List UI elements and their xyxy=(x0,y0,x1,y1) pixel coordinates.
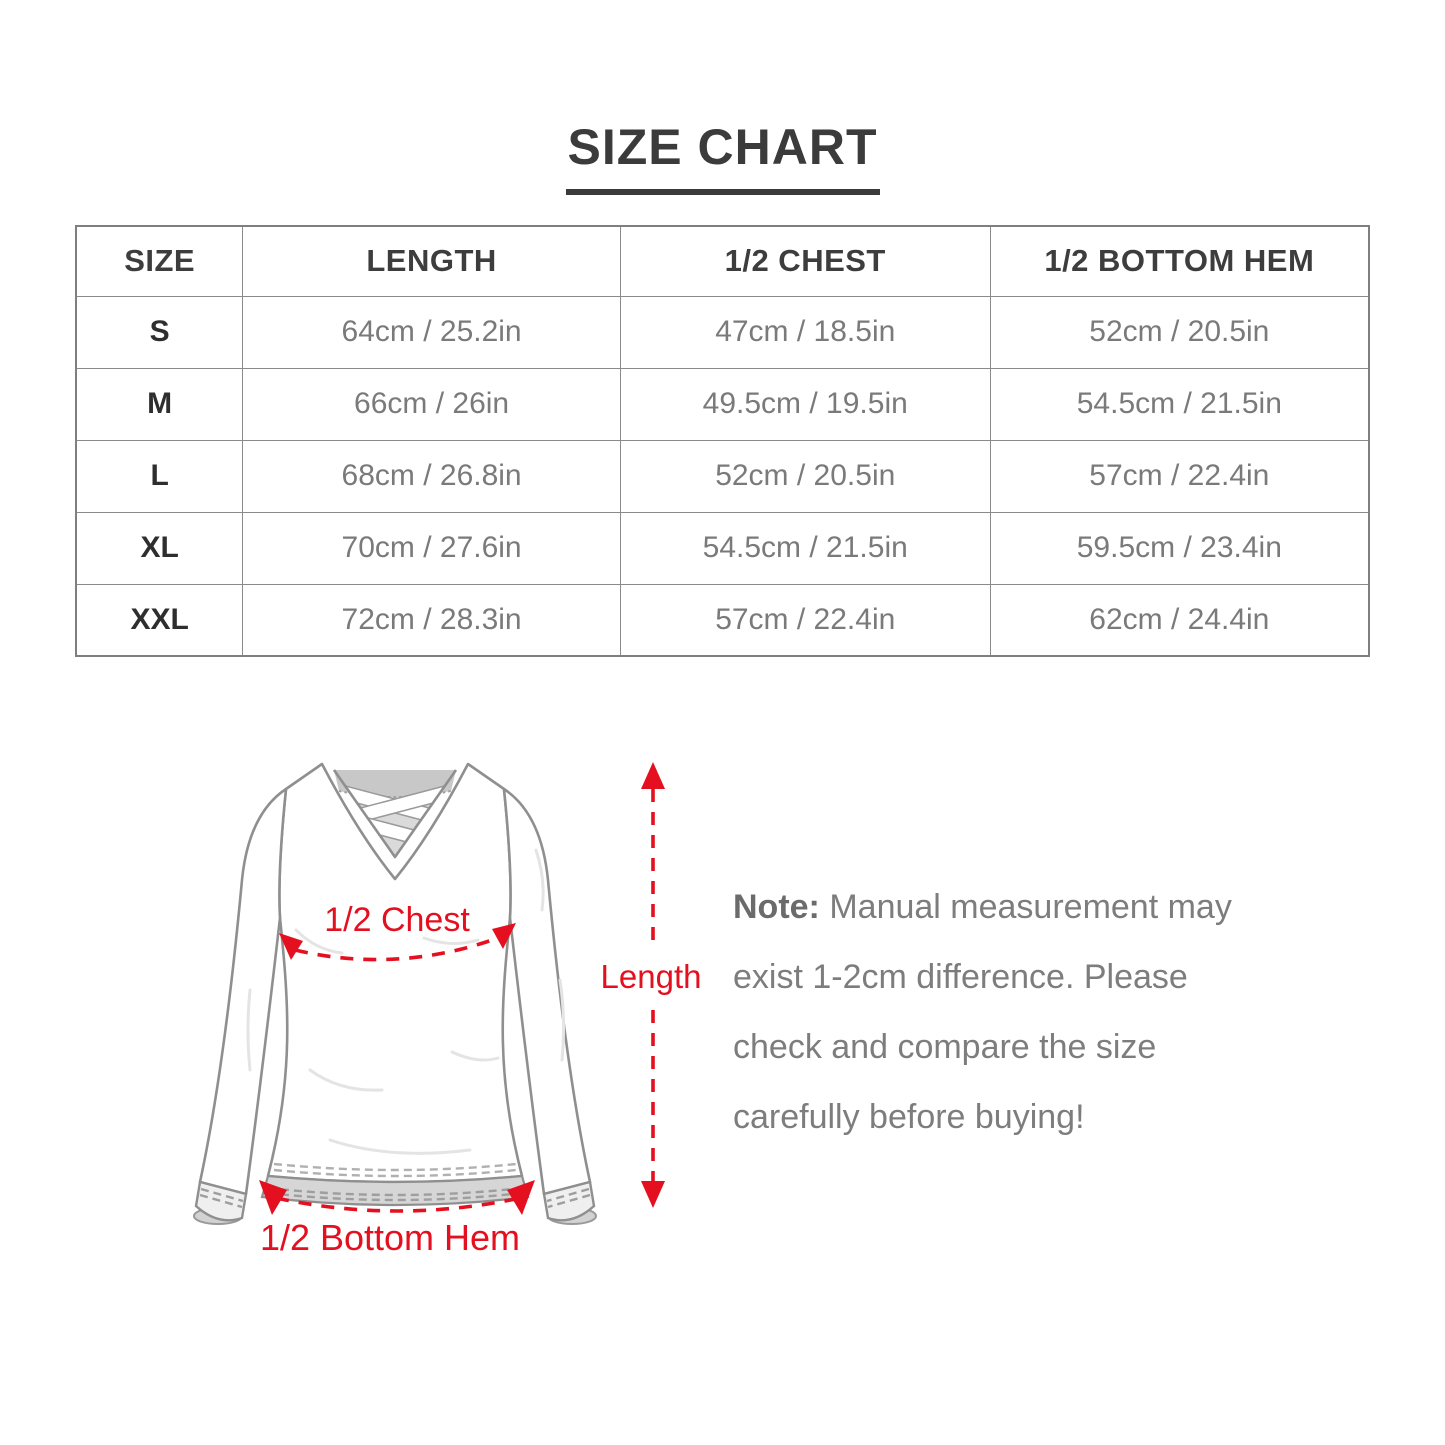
header-row: SIZE LENGTH 1/2 CHEST 1/2 BOTTOM HEM xyxy=(75,225,1370,297)
cell-length: 70cm / 27.6in xyxy=(242,511,621,585)
cell-hem: 52cm / 20.5in xyxy=(989,295,1370,369)
cell-size: L xyxy=(75,439,244,513)
column-header-length: LENGTH xyxy=(242,225,621,297)
cell-chest: 47cm / 18.5in xyxy=(619,295,991,369)
note-prefix: Note: xyxy=(733,888,820,926)
cell-chest: 52cm / 20.5in xyxy=(619,439,991,513)
cell-size: XL xyxy=(75,511,244,585)
size-table: SIZE LENGTH 1/2 CHEST 1/2 BOTTOM HEM S 6… xyxy=(75,225,1370,657)
table-row-xl: XL 70cm / 27.6in 54.5cm / 21.5in 59.5cm … xyxy=(75,511,1370,585)
cell-chest: 54.5cm / 21.5in xyxy=(619,511,991,585)
length-measure-arrow xyxy=(641,762,665,1208)
cell-length: 68cm / 26.8in xyxy=(242,439,621,513)
column-header-chest: 1/2 CHEST xyxy=(619,225,991,297)
cell-length: 64cm / 25.2in xyxy=(242,295,621,369)
table-row-m: M 66cm / 26in 49.5cm / 19.5in 54.5cm / 2… xyxy=(75,367,1370,441)
length-label: Length xyxy=(601,958,702,995)
cell-hem: 62cm / 24.4in xyxy=(989,583,1370,657)
column-header-hem: 1/2 BOTTOM HEM xyxy=(989,225,1370,297)
hem-label: 1/2 Bottom Hem xyxy=(260,1217,520,1258)
cell-hem: 54.5cm / 21.5in xyxy=(989,367,1370,441)
page-title-wrap: SIZE CHART xyxy=(0,118,1445,195)
shirt-illustration: 1/2 Chest Length 1/2 Bottom Hem xyxy=(193,762,702,1258)
cell-size: M xyxy=(75,367,244,441)
cell-hem: 59.5cm / 23.4in xyxy=(989,511,1370,585)
note-line-1: Note: Manual measurement may xyxy=(733,872,1333,942)
chest-measure-arrow xyxy=(279,923,516,962)
cell-hem: 57cm / 22.4in xyxy=(989,439,1370,513)
table-row-l: L 68cm / 26.8in 52cm / 20.5in 57cm / 22.… xyxy=(75,439,1370,513)
cell-length: 66cm / 26in xyxy=(242,367,621,441)
note-line-3: check and compare the size xyxy=(733,1028,1157,1066)
hem-measure-arrow xyxy=(259,1180,535,1215)
cell-length: 72cm / 28.3in xyxy=(242,583,621,657)
cell-chest: 49.5cm / 19.5in xyxy=(619,367,991,441)
note-line-1-text: Manual measurement may xyxy=(819,888,1232,926)
table-row-xxl: XXL 72cm / 28.3in 57cm / 22.4in 62cm / 2… xyxy=(75,583,1370,657)
note-text: Note: Manual measurement may exist 1-2cm… xyxy=(733,872,1333,1152)
cell-size: S xyxy=(75,295,244,369)
cell-size: XXL xyxy=(75,583,244,657)
shirt-graphic xyxy=(193,762,597,1225)
chest-label: 1/2 Chest xyxy=(324,901,470,939)
table-row-s: S 64cm / 25.2in 47cm / 18.5in 52cm / 20.… xyxy=(75,295,1370,369)
column-header-size: SIZE xyxy=(75,225,244,297)
note-line-4: carefully before buying! xyxy=(733,1098,1085,1136)
page-title: SIZE CHART xyxy=(565,118,880,195)
note-line-2: exist 1-2cm difference. Please xyxy=(733,958,1188,996)
cell-chest: 57cm / 22.4in xyxy=(619,583,991,657)
